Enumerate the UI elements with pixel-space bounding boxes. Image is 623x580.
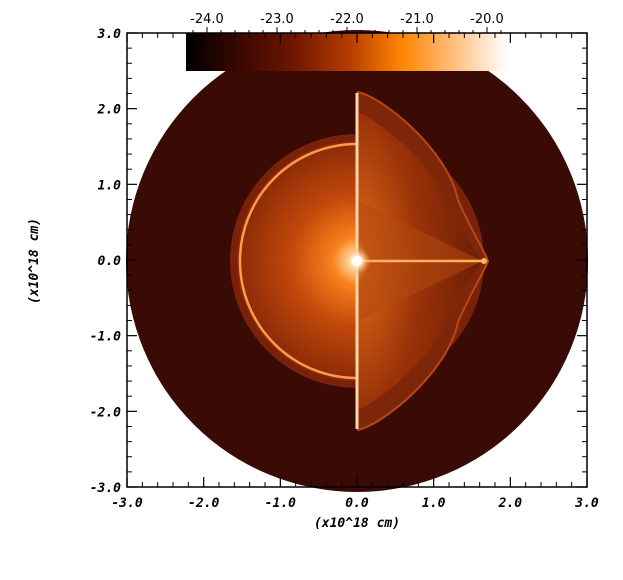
x-tick-label: 3.0 xyxy=(574,496,599,511)
x-tick-label: 0.0 xyxy=(345,496,369,511)
x-tick-label: 2.0 xyxy=(498,496,523,511)
y-axis-title: (x10^18 cm) xyxy=(27,218,42,304)
y-tick-label: 1.0 xyxy=(98,178,122,193)
y-tick-label: -1.0 xyxy=(90,330,121,345)
x-axis-title: (x10^18 cm) xyxy=(314,516,400,531)
y-tick-label: 3.0 xyxy=(97,27,122,42)
x-tick-label: -2.0 xyxy=(188,496,219,511)
colorbar: -24.0 -23.0 -22.0 -21.0 -20.0 xyxy=(186,12,508,71)
x-tick-label: -3.0 xyxy=(111,496,142,511)
y-tick-label: 2.0 xyxy=(97,103,122,118)
y-tick-label: -3.0 xyxy=(90,481,121,496)
colorbar-tick-label: -24.0 xyxy=(190,12,224,27)
inner-shell-ring xyxy=(238,142,357,380)
inner-shell-fill xyxy=(237,141,357,381)
colorbar-tick-label: -20.0 xyxy=(470,12,504,27)
center-point xyxy=(352,256,362,266)
jet-tip xyxy=(481,258,487,264)
x-tick-label: 1.0 xyxy=(422,496,446,511)
colorbar-tick-label: -22.0 xyxy=(330,12,364,27)
plot-area xyxy=(126,30,588,492)
colorbar-tick-label: -21.0 xyxy=(400,12,434,27)
y-tick-label: -2.0 xyxy=(90,405,121,420)
axes: -3.0 -2.0 -1.0 0.0 1.0 2.0 3.0 -3.0 -2.0 -1.0 0.0… xyxy=(27,27,599,531)
colorbar-tick-label: -23.0 xyxy=(260,12,294,27)
y-tick-label: 0.0 xyxy=(98,254,122,269)
x-tick-label: -1.0 xyxy=(265,496,296,511)
colorbar-gradient xyxy=(186,33,508,71)
